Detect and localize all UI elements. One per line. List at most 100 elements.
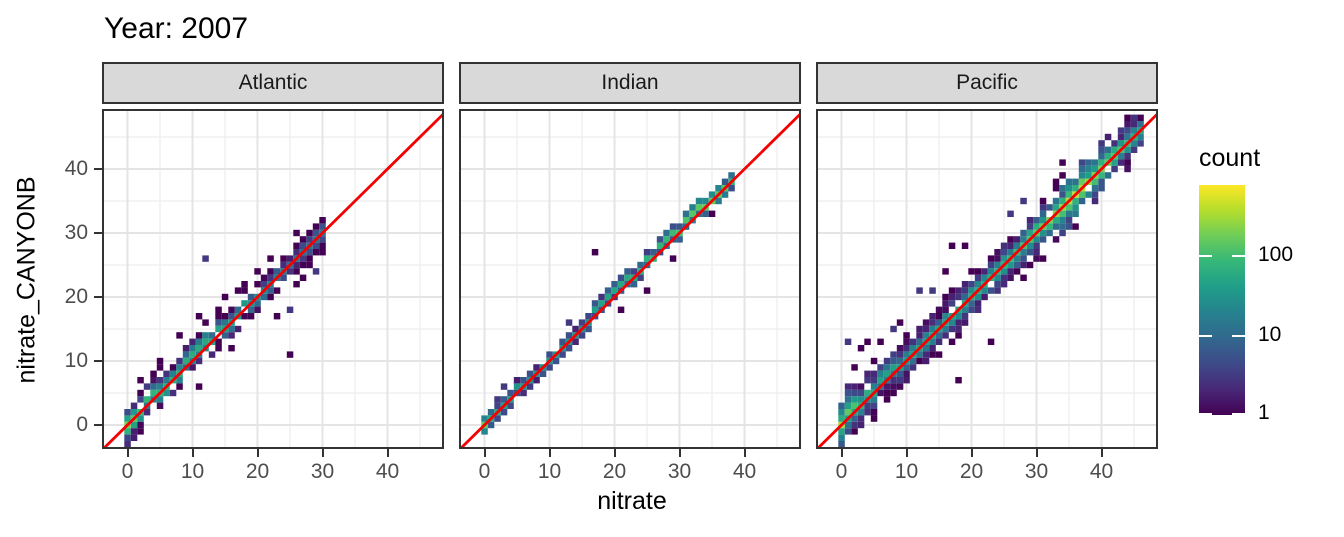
bin-tile (617, 306, 625, 313)
bin-tile (150, 383, 157, 390)
bin-tile (955, 332, 962, 339)
bin-tile (1007, 236, 1014, 243)
bin-tile (630, 268, 638, 275)
x-axis-tick-label: 0 (478, 460, 491, 483)
bin-tile (1091, 178, 1099, 185)
bin-tile (150, 389, 157, 397)
bin-tile (591, 249, 599, 256)
bin-tile (150, 370, 157, 377)
bin-tile (520, 377, 527, 384)
bin-tile (533, 377, 540, 384)
x-axis-tick-label: 40 (375, 460, 400, 483)
bin-tile (130, 421, 138, 429)
bin-tile (1026, 217, 1034, 224)
x-axis-tick-label: 30 (667, 460, 692, 483)
bin-tile (929, 345, 936, 352)
bin-tile (643, 287, 651, 294)
bin-tile (1059, 191, 1066, 198)
bin-tile (948, 338, 956, 345)
bin-tile (507, 389, 514, 397)
bin-tile (1085, 191, 1092, 198)
bin-tile (857, 396, 865, 403)
bin-tile (260, 274, 268, 281)
bin-tile (150, 377, 157, 384)
bin-tile (1078, 191, 1086, 198)
bin-tile (637, 261, 644, 269)
bin-tile (851, 415, 858, 422)
bin-tile (481, 428, 488, 435)
bin-tile (896, 357, 904, 365)
bin-tile (929, 325, 936, 333)
bin-tile (1039, 210, 1047, 217)
bin-tiles (838, 114, 1144, 448)
bin-tile (890, 377, 897, 384)
bin-tile (254, 306, 261, 313)
bin-tile (182, 351, 190, 358)
gridlines (818, 111, 1156, 447)
bin-tile (591, 300, 599, 307)
bin-tile (935, 338, 943, 345)
bin-tile (870, 415, 878, 422)
bin-tile (221, 293, 229, 301)
bin-tile (520, 389, 527, 397)
bin-tile (280, 255, 287, 262)
bin-tile (306, 236, 313, 243)
bin-tile (604, 293, 612, 301)
bin-tile (293, 281, 300, 288)
bin-tile (974, 274, 982, 281)
x-axis-tick (126, 449, 129, 457)
bin-tile (130, 434, 138, 441)
bin-tile (877, 389, 884, 397)
plot-title: Year: 2007 (104, 12, 249, 45)
bin-tile (1072, 197, 1079, 205)
bin-tile (1072, 223, 1079, 230)
bin-tile (650, 249, 657, 256)
bin-tile (870, 357, 878, 365)
bin-tile (883, 389, 891, 397)
bin-tile (909, 357, 917, 365)
x-axis-tick-label: 10 (537, 460, 562, 483)
bin-tile (293, 249, 300, 256)
bin-tile (215, 345, 222, 352)
bin-tile (624, 268, 631, 275)
bin-tile (708, 191, 716, 198)
bin-tile (1072, 210, 1079, 217)
bin-tile (890, 357, 897, 365)
bin-tile (695, 204, 703, 211)
bin-tile (578, 319, 586, 326)
bin-tile (221, 313, 229, 320)
legend-tick (1199, 255, 1212, 257)
bin-tile (1137, 140, 1144, 147)
bin-tile (1130, 127, 1138, 134)
bin-tile (929, 313, 936, 320)
panel-plot-area (103, 108, 449, 450)
bin-tile (533, 364, 540, 371)
bin-tile (1130, 146, 1138, 153)
legend-tick (1232, 413, 1245, 415)
bin-tile (319, 249, 326, 256)
bin-tile (922, 325, 930, 333)
bin-tile (870, 383, 878, 390)
bin-tile (870, 377, 878, 384)
bin-tile (728, 172, 735, 179)
bin-tile (500, 409, 508, 416)
bin-tile (306, 261, 313, 269)
bin-tile (598, 293, 605, 301)
bin-tile (1104, 153, 1112, 160)
identity-reference-line (460, 108, 806, 450)
bin-tile (215, 325, 222, 333)
bin-tile (968, 281, 975, 288)
bin-tile (176, 383, 183, 390)
bin-tile (306, 229, 313, 237)
bin-tile (883, 383, 891, 390)
bin-tile (215, 338, 222, 345)
bin-tile (137, 415, 144, 422)
bin-tile (929, 338, 936, 345)
bin-tile (202, 338, 209, 345)
bin-tile (1059, 229, 1066, 237)
bin-tile (163, 370, 170, 377)
bin-tile (994, 261, 1001, 269)
bin-tile (961, 242, 969, 249)
x-axis-title: nitrate (597, 487, 667, 515)
x-axis-tick-label: 20 (602, 460, 627, 483)
